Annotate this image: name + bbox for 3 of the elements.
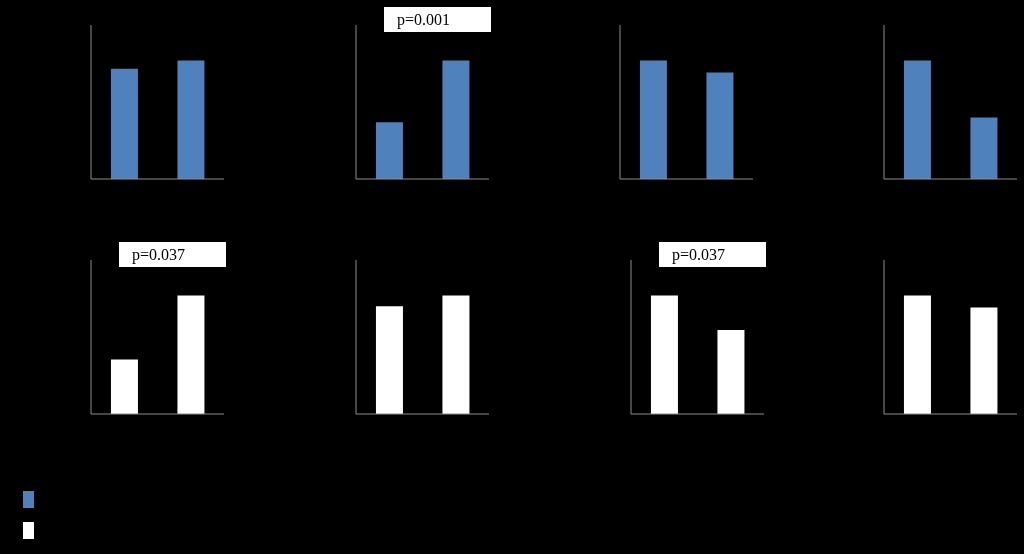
- text: p=0.037: [119, 242, 226, 267]
- text: p=0.037: [659, 242, 766, 267]
- text: p=0.001: [384, 7, 491, 32]
